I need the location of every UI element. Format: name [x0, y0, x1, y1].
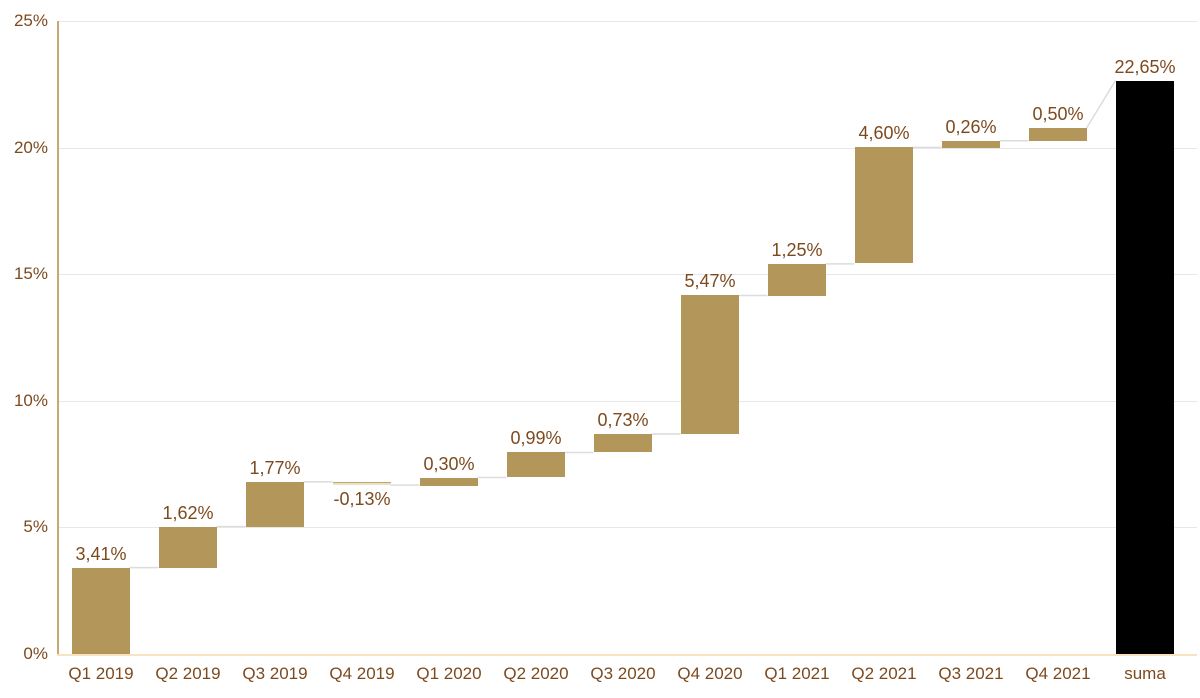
bar-q1-2020 [420, 478, 478, 486]
data-label-q4-2019: -0,13% [333, 489, 391, 509]
data-label-q4-2021: 0,50% [1032, 104, 1084, 124]
y-tick-label: 20% [13, 138, 48, 157]
bar-q4-2021 [1029, 128, 1087, 141]
data-label-q2-2021: 4,60% [858, 123, 910, 143]
x-tick-label-q3-2020: Q3 2020 [590, 664, 656, 683]
y-tick-label: 25% [13, 11, 48, 30]
gridline-5% [57, 527, 1197, 528]
bar-q3-2019 [246, 482, 304, 527]
gridline-20% [57, 148, 1197, 149]
x-tick-label-q1-2021: Q1 2021 [764, 664, 830, 683]
bar-q2-2021 [855, 147, 913, 263]
bar-q4-2019 [333, 482, 391, 485]
bar-suma [1116, 81, 1174, 654]
x-tick-label-q2-2021: Q2 2021 [851, 664, 917, 683]
bar-q4-2020 [681, 295, 739, 434]
connector-line [1085, 80, 1117, 129]
x-tick-label-q3-2021: Q3 2021 [938, 664, 1004, 683]
bar-q1-2019 [72, 568, 130, 654]
bar-q3-2020 [594, 434, 652, 452]
x-tick-label-q2-2020: Q2 2020 [503, 664, 569, 683]
data-label-q3-2020: 0,73% [597, 410, 649, 430]
x-tick-label-q2-2019: Q2 2019 [155, 664, 221, 683]
y-tick-label: 10% [13, 391, 48, 410]
data-label-q3-2019: 1,77% [249, 458, 301, 478]
x-tick-label-q4-2019: Q4 2019 [329, 664, 395, 683]
x-tick-label-q1-2020: Q1 2020 [416, 664, 482, 683]
data-label-q1-2019: 3,41% [75, 544, 127, 564]
bar-q2-2020 [507, 452, 565, 477]
data-label-q3-2021: 0,26% [945, 117, 997, 137]
x-tick-label-q3-2019: Q3 2019 [242, 664, 308, 683]
y-tick-label: 5% [23, 517, 48, 536]
data-label-q2-2020: 0,99% [510, 428, 562, 448]
x-tick-label-suma: suma [1124, 664, 1166, 683]
gridline-15% [57, 274, 1197, 275]
data-label-q2-2019: 1,62% [162, 503, 214, 523]
gridline-25% [57, 21, 1197, 22]
y-axis-line [57, 21, 59, 656]
x-axis-line [57, 654, 1197, 656]
bar-q1-2021 [768, 264, 826, 296]
x-tick-label-q1-2019: Q1 2019 [68, 664, 134, 683]
data-label-q4-2020: 5,47% [684, 271, 736, 291]
bar-q2-2019 [159, 527, 217, 568]
bar-q3-2021 [942, 141, 1000, 148]
x-tick-label-q4-2020: Q4 2020 [677, 664, 743, 683]
x-tick-label-q4-2021: Q4 2021 [1025, 664, 1091, 683]
data-label-suma: 22,65% [1114, 57, 1176, 77]
data-label-q1-2021: 1,25% [771, 240, 823, 260]
data-label-q1-2020: 0,30% [423, 454, 475, 474]
y-tick-label: 0% [23, 644, 48, 663]
y-tick-label: 15% [13, 264, 48, 283]
gridline-10% [57, 401, 1197, 402]
